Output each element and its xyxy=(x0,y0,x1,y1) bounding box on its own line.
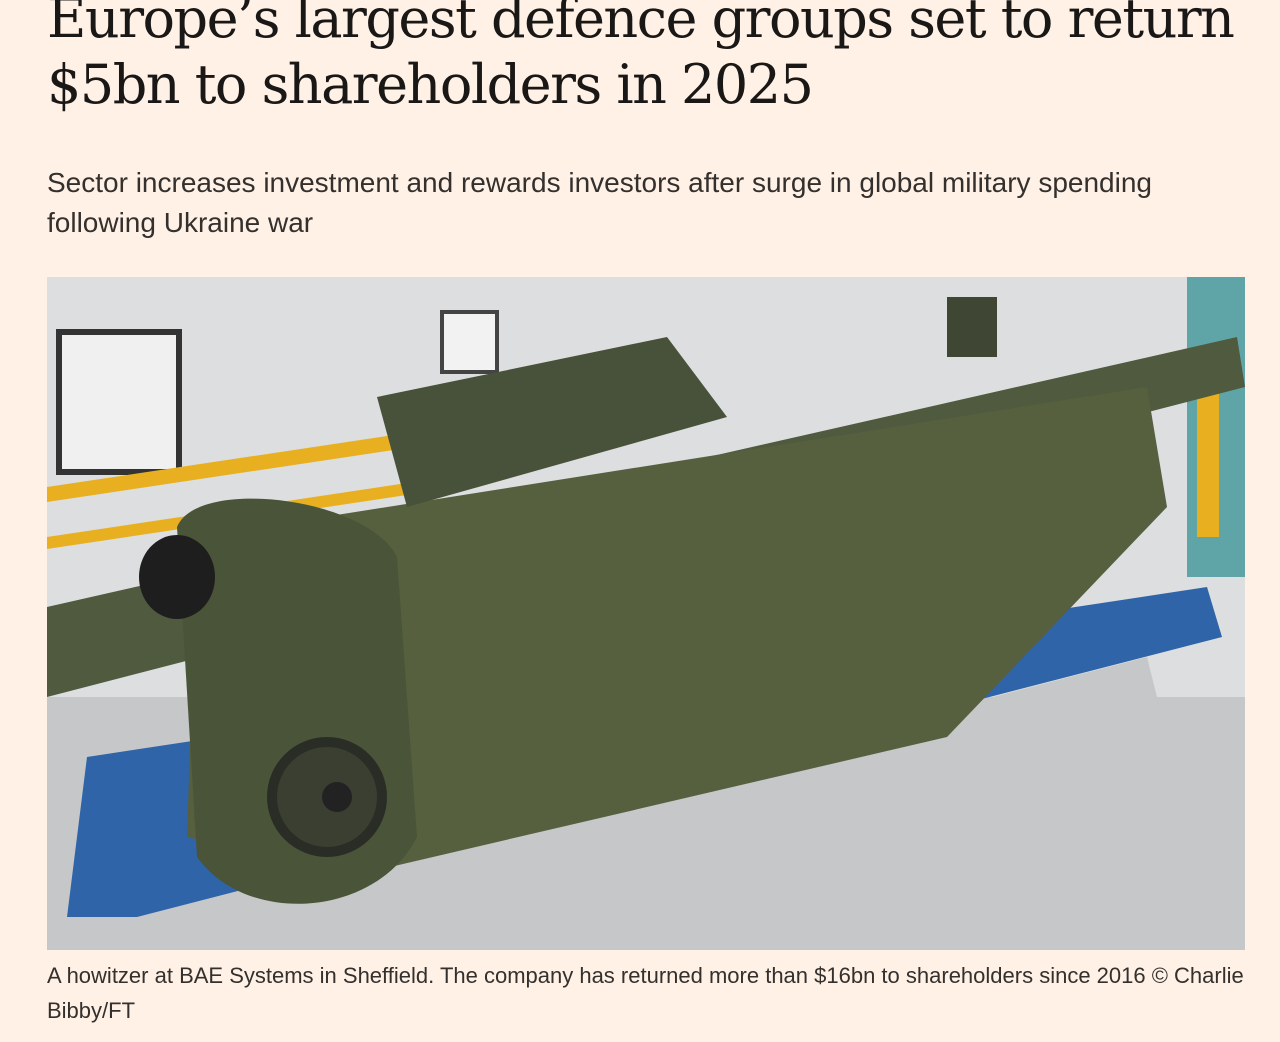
article-image xyxy=(47,277,1245,950)
handle-knob xyxy=(139,535,215,619)
image-caption: A howitzer at BAE Systems in Sheffield. … xyxy=(47,963,1244,1023)
breech-mechanism xyxy=(377,337,727,507)
sight-box xyxy=(947,297,997,357)
howitzer-photo xyxy=(47,277,1245,950)
yellow-rail xyxy=(47,427,447,502)
standfirst: Sector increases investment and rewards … xyxy=(47,167,1152,238)
breech-bolt xyxy=(322,782,352,812)
yellow-post xyxy=(1197,367,1219,537)
wall-panel xyxy=(56,329,182,475)
headline: Europe’s largest defence groups set to r… xyxy=(47,0,1235,116)
gun-body xyxy=(187,387,1167,877)
window xyxy=(440,310,499,374)
